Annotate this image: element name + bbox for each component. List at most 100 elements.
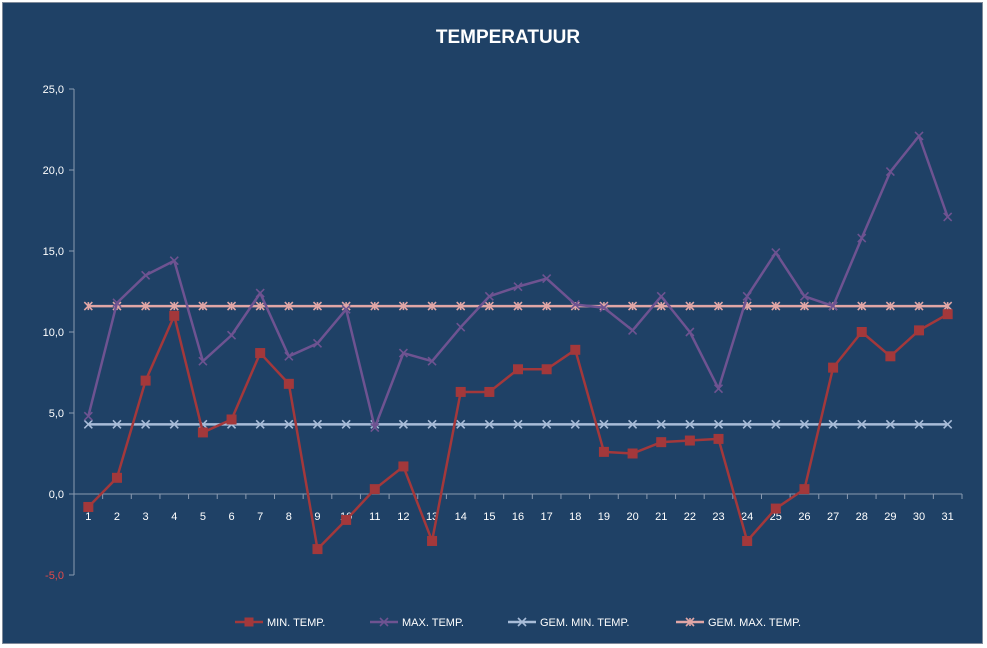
- legend-item: MAX. TEMP.: [370, 617, 464, 629]
- data-point: [312, 544, 323, 555]
- data-point-stroke: [599, 419, 609, 429]
- data-point: [513, 419, 523, 429]
- data-point-stroke: [169, 419, 179, 429]
- data-point: [628, 325, 638, 335]
- data-point: [197, 427, 208, 438]
- x-tick-label: 15: [483, 511, 495, 523]
- x-tick-label: 31: [942, 511, 954, 523]
- x-tick-label: 17: [541, 511, 553, 523]
- data-point-stroke: [255, 288, 265, 298]
- series-0: [83, 309, 953, 555]
- x-tick-label: 5: [200, 511, 206, 523]
- data-point: [713, 301, 724, 311]
- data-point: [198, 356, 208, 366]
- data-point-stroke: [456, 419, 466, 429]
- data-point: [656, 301, 666, 311]
- data-point: [140, 375, 151, 386]
- data-point: [169, 301, 179, 311]
- data-point: [914, 131, 924, 141]
- data-point-stroke: [742, 291, 752, 301]
- data-point: [312, 419, 323, 429]
- data-point: [828, 301, 838, 311]
- data-point: [771, 301, 781, 311]
- data-point: [742, 419, 752, 429]
- data-point: [685, 617, 695, 627]
- data-point: [656, 291, 666, 301]
- data-point: [713, 384, 724, 394]
- data-point-stroke: [628, 419, 638, 429]
- data-point: [484, 419, 494, 429]
- data-point: [141, 419, 151, 429]
- data-point-stroke: [914, 419, 924, 429]
- data-point: [341, 419, 351, 429]
- data-point-stroke: [198, 356, 208, 366]
- data-point: [169, 310, 180, 321]
- data-point: [685, 301, 695, 311]
- data-point: [312, 338, 323, 348]
- data-point-stroke: [226, 330, 237, 340]
- data-point-stroke: [857, 419, 867, 429]
- data-point-stroke: [398, 348, 408, 358]
- data-point-stroke: [312, 338, 323, 348]
- data-point: [542, 301, 552, 311]
- data-point: [312, 301, 323, 311]
- data-point-stroke: [141, 419, 151, 429]
- x-tick-label: 12: [397, 511, 409, 523]
- data-point-stroke: [885, 419, 895, 429]
- data-point: [369, 484, 380, 495]
- data-point: [570, 344, 581, 355]
- data-point: [828, 419, 838, 429]
- data-point: [885, 167, 895, 177]
- data-point: [742, 291, 752, 301]
- data-point: [541, 364, 552, 375]
- data-point-stroke: [685, 419, 695, 429]
- data-point: [112, 298, 122, 308]
- data-point: [542, 419, 552, 429]
- data-point: [398, 301, 408, 311]
- data-point: [542, 273, 552, 284]
- series-1: [83, 131, 953, 433]
- data-point: [857, 301, 867, 311]
- legend-item: GEM. MIN. TEMP.: [508, 617, 629, 629]
- x-tick-label: 29: [884, 511, 896, 523]
- data-point: [341, 514, 352, 525]
- x-tick-label: 26: [798, 511, 810, 523]
- data-point-stroke: [599, 303, 609, 313]
- x-tick-label: 4: [171, 511, 177, 523]
- data-point: [599, 419, 609, 429]
- data-point-stroke: [83, 411, 93, 421]
- data-point: [370, 423, 380, 433]
- data-point: [341, 304, 351, 314]
- data-point: [598, 446, 609, 457]
- data-point: [599, 303, 609, 313]
- series-line: [87, 134, 949, 429]
- data-point: [456, 419, 466, 429]
- data-point-stroke: [943, 419, 953, 429]
- data-point-stroke: [570, 299, 580, 310]
- x-tick-label: 16: [512, 511, 524, 523]
- x-tick-label: 30: [913, 511, 925, 523]
- data-point: [943, 212, 953, 222]
- data-point-stroke: [112, 419, 122, 429]
- data-point: [517, 617, 527, 627]
- data-point: [284, 419, 294, 429]
- data-point: [455, 386, 466, 397]
- data-point: [427, 301, 437, 311]
- data-point: [169, 256, 179, 266]
- data-point-stroke: [799, 419, 810, 429]
- data-point-stroke: [857, 233, 867, 243]
- data-point: [141, 301, 151, 311]
- chart-title: TEMPERATUUR: [436, 27, 581, 48]
- x-tick-label: 21: [655, 511, 667, 523]
- data-point: [857, 233, 867, 243]
- y-tick-label: 15,0: [43, 246, 64, 258]
- data-point: [685, 419, 695, 429]
- x-tick-label: 25: [770, 511, 782, 523]
- data-point: [484, 301, 494, 311]
- x-tick-label: 11: [369, 511, 380, 523]
- data-point-stroke: [379, 617, 389, 627]
- x-tick-label: 28: [856, 511, 868, 523]
- data-point: [684, 435, 695, 446]
